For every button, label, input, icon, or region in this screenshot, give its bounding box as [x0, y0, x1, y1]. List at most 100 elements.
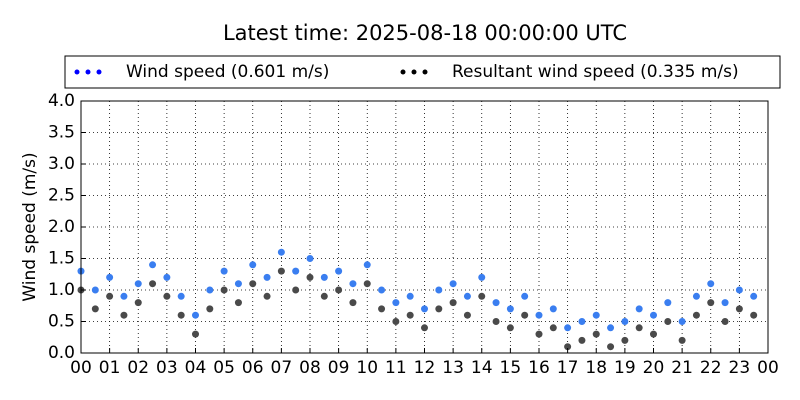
- scatter-point: [378, 305, 386, 313]
- scatter-point: [206, 305, 214, 313]
- scatter-point: [234, 299, 242, 307]
- scatter-point: [607, 324, 615, 332]
- scatter-point: [521, 311, 529, 319]
- x-tick-label: 06: [242, 358, 264, 378]
- y-axis-label: Wind speed (m/s): [20, 152, 40, 301]
- scatter-point: [163, 273, 171, 281]
- scatter-point: [435, 305, 443, 313]
- scatter-point: [549, 324, 557, 332]
- scatter-point: [363, 280, 371, 288]
- x-tick-label: 00: [757, 358, 779, 378]
- x-tick-label: 14: [471, 358, 493, 378]
- x-tick-label: 18: [585, 358, 607, 378]
- scatter-point: [592, 311, 600, 319]
- scatter-point: [392, 299, 400, 307]
- scatter-point: [263, 273, 271, 281]
- x-tick-label: 20: [643, 358, 665, 378]
- scatter-point: [578, 336, 586, 344]
- scatter-point: [506, 324, 514, 332]
- x-tick-label: 12: [414, 358, 436, 378]
- scatter-point: [707, 280, 715, 288]
- legend-marker: [85, 69, 91, 75]
- scatter-point: [721, 318, 729, 325]
- x-tick-label: 22: [700, 358, 722, 378]
- x-tick-label: 17: [557, 358, 579, 378]
- x-tick-label: 01: [99, 358, 121, 378]
- x-tick-label: 04: [185, 358, 207, 378]
- x-tick-label: 23: [729, 358, 751, 378]
- y-tick-label: 3.0: [48, 154, 75, 174]
- x-tick-label: 19: [614, 358, 636, 378]
- y-tick-label: 4.0: [48, 91, 75, 111]
- scatter-point: [306, 273, 314, 281]
- scatter-point: [349, 299, 357, 307]
- scatter-point: [192, 330, 199, 338]
- scatter-point: [463, 311, 471, 319]
- scatter-point: [635, 305, 643, 313]
- y-tick-label: 0.5: [48, 312, 75, 332]
- scatter-point: [478, 292, 486, 300]
- scatter-point: [449, 299, 457, 307]
- scatter-point: [335, 286, 343, 294]
- legend-marker: [422, 69, 428, 75]
- x-tick-label: 02: [127, 358, 149, 378]
- scatter-point: [106, 273, 114, 281]
- scatter-point: [521, 292, 529, 300]
- plot-area: [77, 100, 769, 354]
- x-tick-label: 08: [299, 358, 321, 378]
- scatter-point: [120, 311, 128, 319]
- scatter-point: [578, 318, 586, 325]
- scatter-point: [277, 248, 285, 256]
- scatter-point: [163, 292, 171, 300]
- scatter-point: [735, 305, 743, 313]
- scatter-point: [664, 299, 672, 307]
- scatter-point: [320, 273, 328, 281]
- y-tick-label: 1.0: [48, 280, 75, 300]
- scatter-point: [463, 292, 471, 300]
- legend-label: Resultant wind speed (0.335 m/s): [452, 62, 739, 82]
- y-tick-label: 2.0: [48, 217, 75, 237]
- scatter-point: [378, 286, 386, 294]
- scatter-point: [635, 324, 643, 332]
- y-tick-label: 2.5: [48, 186, 75, 206]
- scatter-point: [678, 336, 686, 344]
- scatter-point: [721, 299, 729, 307]
- scatter-point: [750, 292, 758, 300]
- scatter-point: [664, 318, 672, 325]
- scatter-point: [177, 311, 185, 319]
- scatter-point: [392, 318, 400, 325]
- scatter-point: [535, 311, 543, 319]
- x-tick-label: 15: [500, 358, 522, 378]
- scatter-point: [506, 305, 514, 313]
- scatter-point: [650, 311, 657, 319]
- scatter-point: [406, 311, 414, 319]
- scatter-point: [449, 280, 457, 288]
- scatter-point: [277, 267, 285, 275]
- scatter-point: [564, 324, 572, 332]
- scatter-point: [492, 299, 500, 307]
- scatter-point: [592, 330, 600, 338]
- scatter-point: [678, 318, 686, 325]
- scatter-point: [750, 311, 758, 319]
- scatter-point: [435, 286, 443, 294]
- scatter-point: [535, 330, 543, 338]
- x-tick-label: 05: [213, 358, 235, 378]
- scatter-point: [292, 267, 300, 275]
- y-tick-label: 0.0: [48, 343, 75, 363]
- scatter-point: [349, 280, 357, 288]
- x-tick-label: 10: [356, 358, 378, 378]
- scatter-point: [106, 292, 114, 300]
- chart-title: Latest time: 2025-08-18 00:00:00 UTC: [223, 21, 627, 45]
- scatter-point: [220, 267, 228, 275]
- scatter-point: [621, 336, 629, 344]
- scatter-point: [564, 343, 572, 351]
- scatter-point: [263, 292, 271, 300]
- legend-marker: [411, 69, 417, 75]
- y-tick-label: 3.5: [48, 123, 75, 143]
- scatter-point: [320, 292, 328, 300]
- scatter-point: [206, 286, 214, 294]
- x-tick-label: 21: [671, 358, 693, 378]
- scatter-point: [120, 292, 128, 300]
- x-tick-label: 03: [156, 358, 178, 378]
